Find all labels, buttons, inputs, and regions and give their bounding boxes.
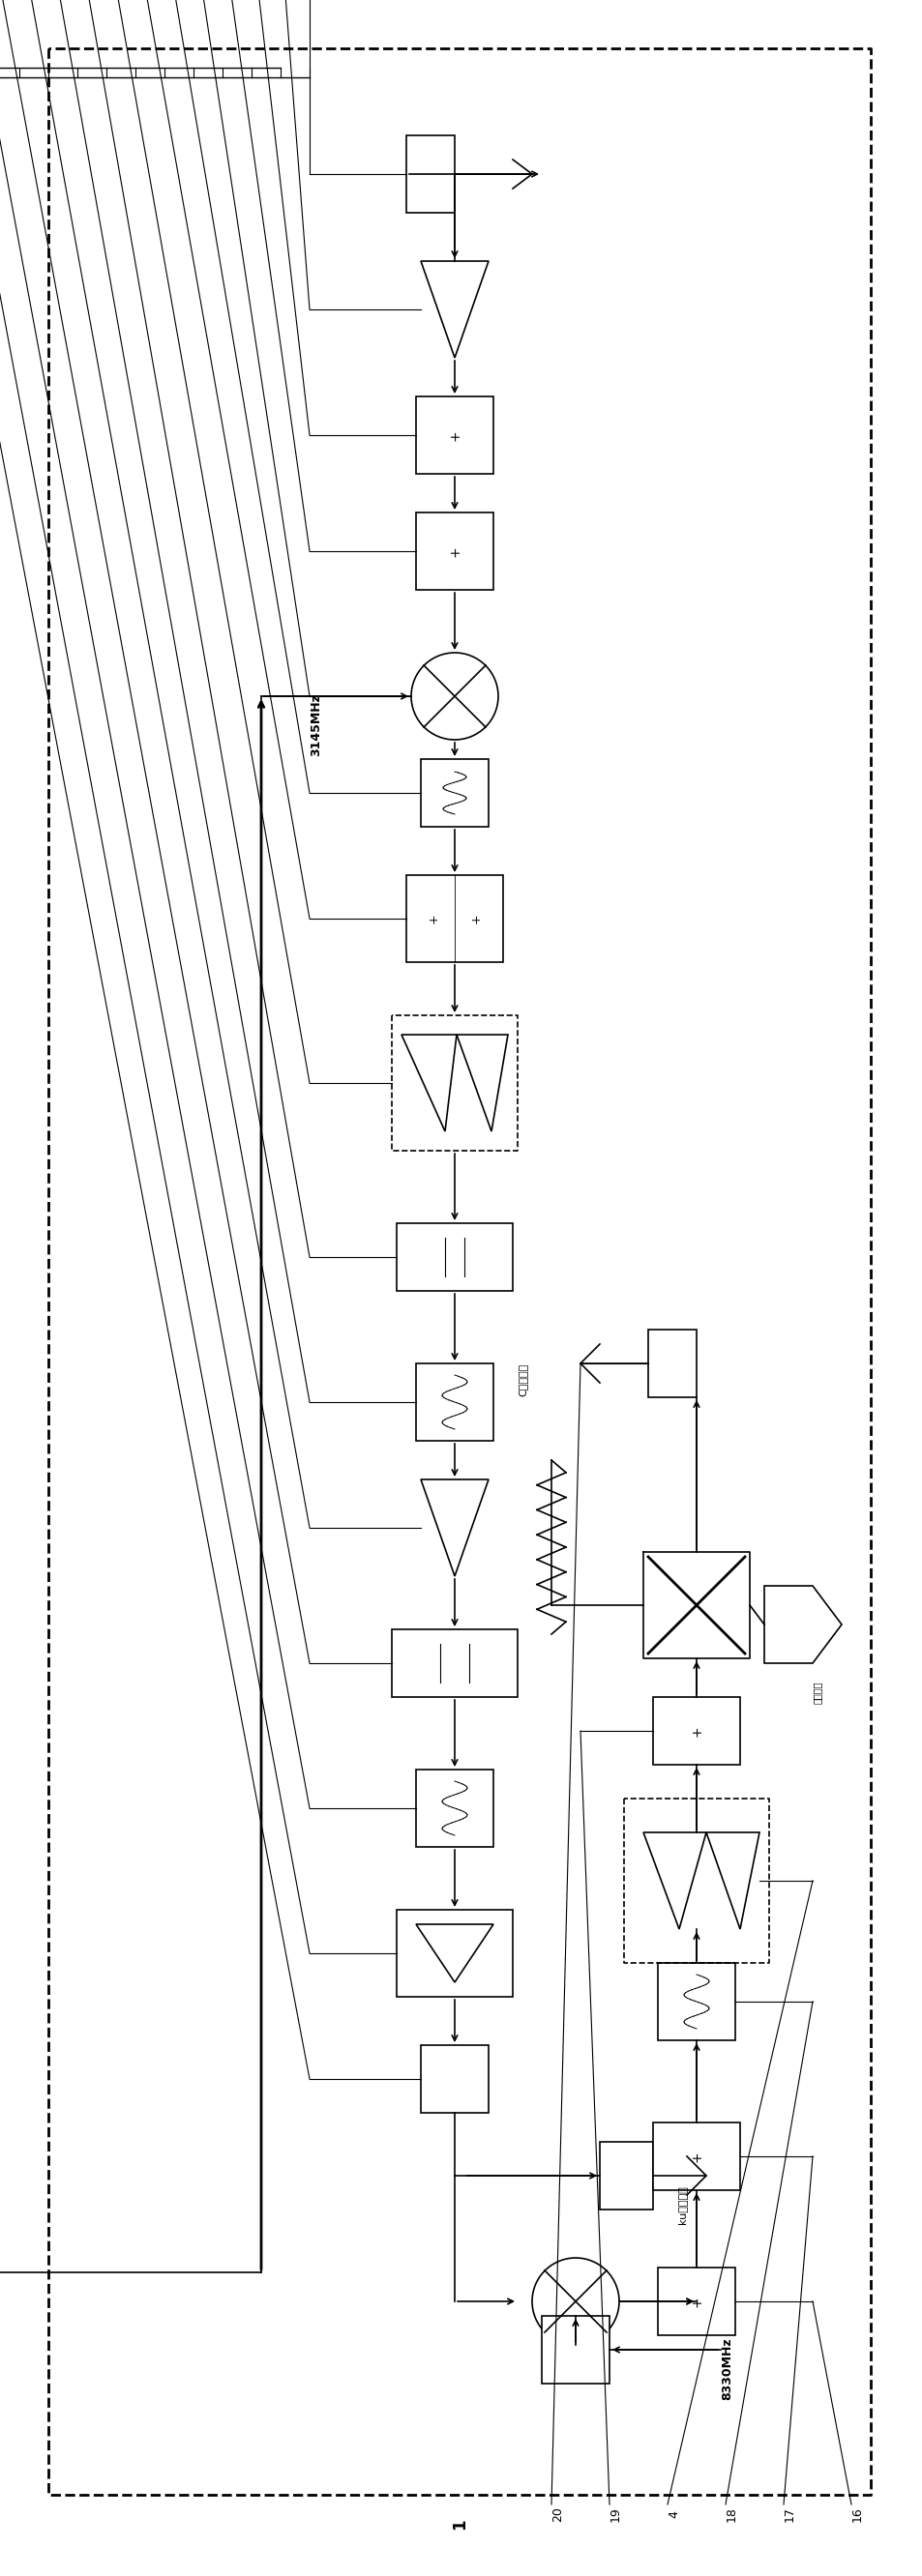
Text: 18: 18 — [725, 2506, 738, 2522]
Bar — [653, 1698, 739, 1765]
Text: +: + — [427, 914, 439, 925]
Bar — [647, 1329, 696, 1396]
Text: 8330MHz: 8330MHz — [720, 2339, 733, 2401]
Bar — [657, 1963, 735, 2040]
Bar — [406, 876, 502, 961]
Bar — [406, 137, 455, 214]
Bar — [420, 2045, 488, 2112]
Bar — [396, 1909, 513, 1996]
Bar — [416, 1770, 493, 1847]
Text: 4: 4 — [667, 2509, 680, 2517]
Bar — [392, 1631, 517, 1698]
Bar — [416, 513, 493, 590]
Bar — [416, 1363, 493, 1440]
Text: +: + — [447, 546, 461, 556]
Text: 20: 20 — [550, 2506, 563, 2522]
Text: +: + — [447, 430, 461, 440]
Text: ku频段输出: ku频段输出 — [677, 2184, 686, 2223]
Text: 相位控制: 相位控制 — [812, 1680, 822, 1703]
Bar — [396, 1224, 513, 1291]
Text: 1: 1 — [450, 2519, 467, 2530]
Text: +: + — [689, 2151, 703, 2161]
Bar — [416, 397, 493, 474]
Text: +: + — [689, 1726, 703, 1736]
Text: +: + — [689, 2295, 703, 2308]
Text: 3145MHz: 3145MHz — [309, 693, 322, 757]
Text: +: + — [469, 914, 482, 925]
Text: 16: 16 — [850, 2506, 863, 2522]
Text: 19: 19 — [609, 2506, 621, 2522]
Bar — [657, 2267, 735, 2336]
Bar — [599, 2141, 653, 2210]
Bar — [653, 2123, 739, 2190]
Text: C频段输出: C频段输出 — [517, 1363, 526, 1396]
Bar — [420, 760, 488, 827]
Text: 17: 17 — [783, 2506, 796, 2522]
Bar — [541, 2316, 609, 2383]
